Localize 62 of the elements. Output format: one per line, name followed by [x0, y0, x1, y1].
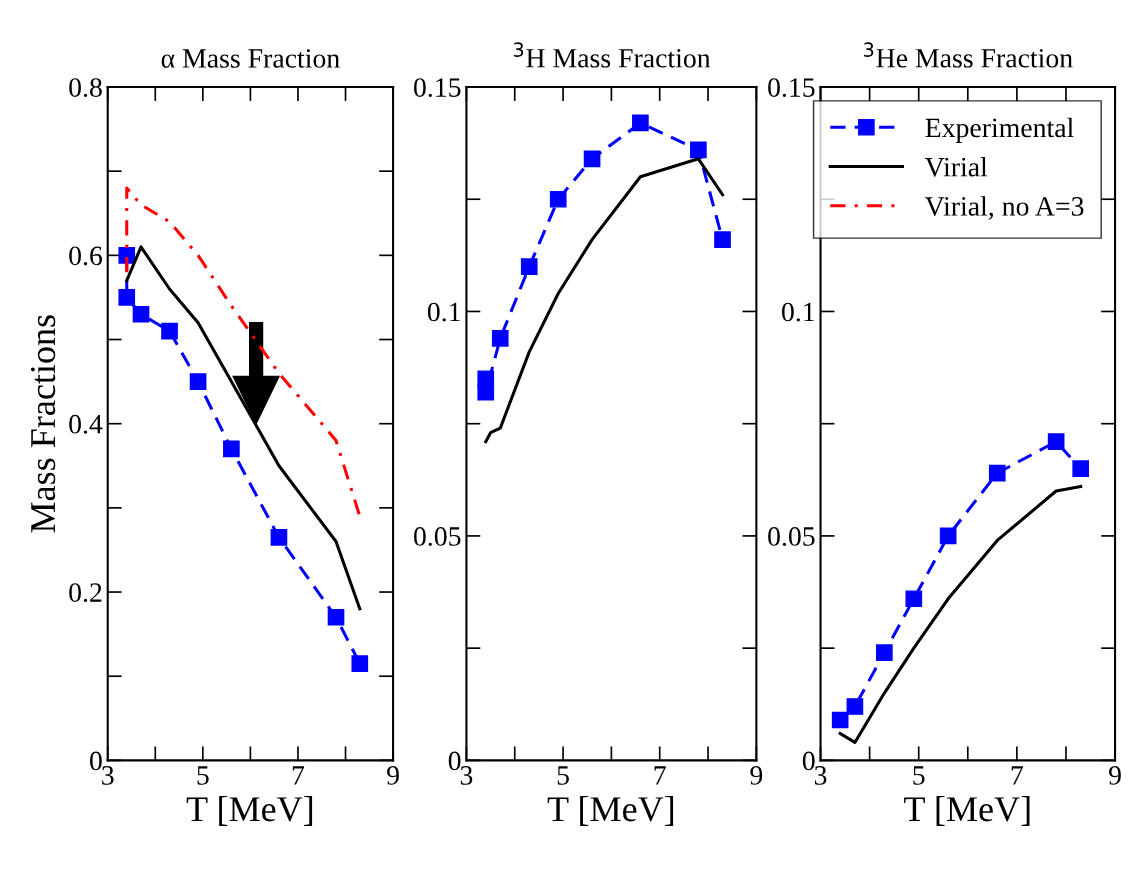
x-tick-label: 7 [1011, 766, 1024, 785]
x-tick-label: 3 [460, 766, 473, 785]
x-tick-label: 9 [387, 766, 399, 785]
x-axis-title: T [MeV] [904, 795, 1030, 826]
point [583, 150, 601, 168]
line-series [125, 245, 362, 611]
y-tick-label: 0.1 [427, 302, 460, 322]
y-tick-label: 0.05 [414, 527, 461, 546]
point [118, 247, 136, 264]
y-tick-label: 0 [448, 751, 461, 771]
x-axis-title: T [MeV] [186, 795, 313, 826]
point [632, 114, 649, 132]
x-tick-label: 5 [913, 766, 925, 785]
point [549, 190, 567, 208]
y-tick-label: 0.15 [414, 78, 461, 98]
point [846, 698, 864, 715]
legend-label: Experimental [925, 117, 1074, 143]
y-tick-label: 0.2 [69, 583, 102, 603]
x-tick-label: 9 [1109, 766, 1121, 785]
x-tick-label: 7 [292, 766, 305, 785]
chart-title: $^{3}$H Mass Fraction [513, 42, 711, 68]
point [520, 258, 538, 275]
point [491, 330, 509, 347]
point [690, 141, 707, 159]
x-tick-label: 7 [654, 766, 666, 785]
y-tick-label: 0.8 [69, 78, 102, 98]
point [905, 590, 923, 608]
point [988, 464, 1006, 482]
line-series [838, 485, 1083, 744]
chart-title: $^{3}$He Mass Fraction [863, 42, 1073, 68]
x-tick-label: 3 [814, 766, 827, 785]
y-tick-label: 0.15 [768, 78, 815, 98]
x-axis-title: T [MeV] [547, 795, 674, 826]
point [223, 440, 240, 458]
y-axis-title: Mass Fractions [30, 315, 56, 533]
point [1072, 460, 1090, 477]
y-tick-label: 0 [90, 751, 102, 771]
point [118, 289, 136, 306]
point [477, 383, 495, 401]
x-tick-label: 9 [750, 766, 763, 785]
y-tick-label: 0.6 [69, 246, 103, 266]
point [189, 373, 207, 390]
point [327, 608, 345, 626]
chart-title: α Mass Fraction [161, 49, 340, 68]
point [714, 231, 731, 248]
x-tick-label: 5 [197, 766, 209, 785]
y-tick-label: 0.4 [69, 414, 103, 434]
point [351, 655, 369, 672]
point [161, 322, 178, 340]
y-tick-label: 0.05 [768, 527, 815, 546]
point [1047, 433, 1065, 450]
y-tick-label: 0 [802, 751, 815, 771]
x-tick-label: 5 [557, 766, 569, 785]
x-tick-label: 3 [102, 766, 114, 785]
point [831, 711, 849, 729]
legend-label: Virial, no A=3 [924, 196, 1084, 220]
legend-label: Virial [924, 156, 988, 177]
point [270, 528, 288, 546]
y-tick-label: 0.1 [782, 302, 815, 322]
point [939, 527, 957, 545]
point [132, 305, 150, 323]
point [876, 644, 893, 661]
